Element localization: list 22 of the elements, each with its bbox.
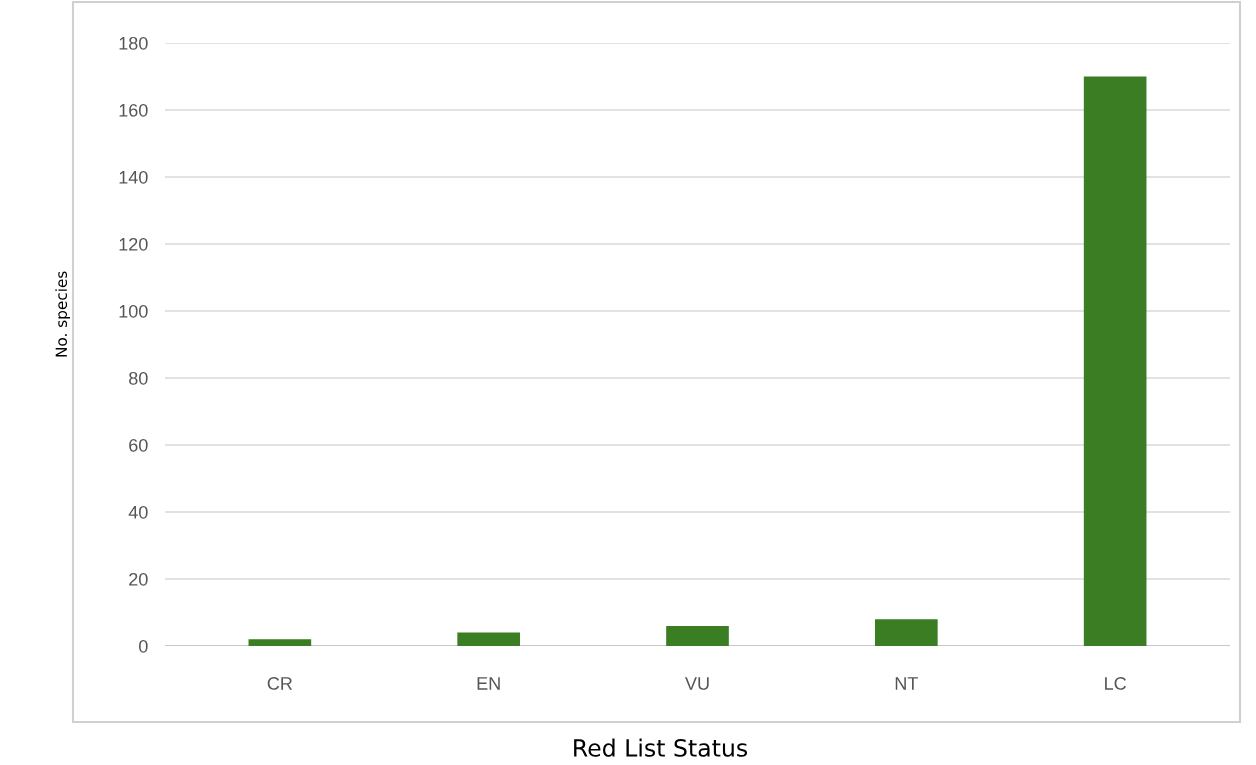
y-tick-label: 140 — [119, 170, 148, 184]
x-tick-label: CR — [267, 677, 293, 690]
y-tick-label: 120 — [119, 237, 148, 251]
x-tick-label: LC — [1105, 677, 1126, 690]
y-tick-label: 80 — [129, 371, 148, 385]
x-tick-label: EN — [477, 677, 500, 690]
y-tick-label: 20 — [129, 572, 148, 586]
y-tick-label: 100 — [119, 304, 148, 318]
y-tick-label: 60 — [129, 438, 148, 452]
y-tick-label: 0 — [139, 639, 148, 653]
y-tick-label: 40 — [128, 505, 148, 519]
bar — [248, 639, 312, 646]
y-axis-title: No. species — [55, 271, 70, 357]
x-tick-label: VU — [685, 677, 709, 690]
x-tick-label: NT — [895, 677, 918, 690]
x-axis-title: Red List Status — [574, 738, 748, 757]
y-tick-label: 180 — [119, 36, 148, 50]
bar — [1083, 76, 1147, 646]
bar — [666, 625, 729, 646]
bar — [875, 619, 938, 646]
y-tick-label: 160 — [119, 103, 148, 117]
bar — [457, 632, 520, 646]
